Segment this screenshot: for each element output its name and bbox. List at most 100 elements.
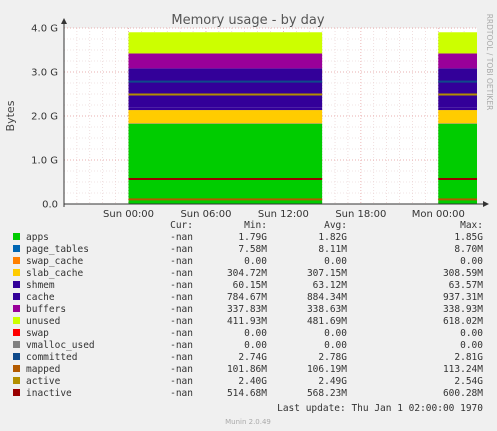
legend-label-active: active: [26, 376, 61, 387]
legend-label-swap_cache: swap_cache: [26, 256, 83, 267]
legend-swatch-page_tables: [13, 245, 20, 252]
legend-value-avg: 0.00: [324, 328, 347, 339]
legend-value-min: 0.00: [244, 328, 267, 339]
legend-value-max: 0.00: [460, 256, 483, 267]
area-slab_cache: [128, 110, 323, 124]
x-tick-label: Mon 00:00: [412, 209, 465, 220]
legend-value-max: 2.54G: [454, 376, 483, 387]
legend-value-avg: 8.11M: [318, 244, 347, 255]
area-unused: [128, 32, 323, 54]
y-tick-label: 1.0 G: [31, 156, 58, 167]
legend-swatch-cache: [13, 293, 20, 300]
legend-value-avg: 63.12M: [313, 280, 348, 291]
legend-label-slab_cache: slab_cache: [26, 268, 83, 279]
legend-value-min: 514.68M: [227, 388, 267, 399]
legend-label-shmem: shmem: [26, 280, 55, 291]
legend-label-buffers: buffers: [26, 304, 66, 315]
legend-value-min: 101.86M: [227, 364, 267, 375]
legend-value-min: 304.72M: [227, 268, 267, 279]
legend-value-cur: -nan: [170, 340, 193, 351]
legend-value-avg: 2.78G: [318, 352, 347, 363]
last-update: Last update: Thu Jan 1 02:00:00 1970: [277, 403, 483, 414]
y-tick-label: 3.0 G: [31, 68, 58, 79]
x-tick-label: Sun 12:00: [258, 209, 309, 220]
legend-value-min: 337.83M: [227, 304, 267, 315]
x-tick-label: Sun 06:00: [180, 209, 231, 220]
x-tick-label: Sun 00:00: [103, 209, 154, 220]
series-layer: [128, 32, 477, 204]
legend-value-max: 338.93M: [443, 304, 483, 315]
legend: Cur: Min: Avg: Max: apps -nan 1.79G 1.82G 1.85G p…: [13, 220, 483, 399]
legend-label-apps: apps: [26, 232, 49, 243]
area-apps: [438, 123, 477, 204]
legend-swatch-inactive: [13, 389, 20, 396]
legend-value-max: 1.85G: [454, 232, 483, 243]
legend-value-max: 618.02M: [443, 316, 483, 327]
legend-value-min: 7.58M: [238, 244, 267, 255]
legend-value-min: 411.93M: [227, 316, 267, 327]
x-tick-label: Sun 18:00: [335, 209, 386, 220]
legend-value-max: 113.24M: [443, 364, 483, 375]
legend-swatch-slab_cache: [13, 269, 20, 276]
legend-value-cur: -nan: [170, 328, 193, 339]
legend-label-inactive: inactive: [26, 388, 72, 399]
legend-value-cur: -nan: [170, 352, 193, 363]
legend-label-committed: committed: [26, 352, 77, 363]
legend-value-avg: 307.15M: [307, 268, 347, 279]
legend-value-avg: 481.69M: [307, 316, 347, 327]
legend-value-cur: -nan: [170, 256, 193, 267]
legend-label-swap: swap: [26, 328, 49, 339]
legend-value-avg: 0.00: [324, 340, 347, 351]
y-axis-label: Bytes: [4, 100, 17, 131]
legend-value-max: 308.59M: [443, 268, 483, 279]
legend-swatch-active: [13, 377, 20, 384]
legend-swatch-vmalloc_used: [13, 341, 20, 348]
legend-swatch-buffers: [13, 305, 20, 312]
legend-value-max: 937.31M: [443, 292, 483, 303]
legend-swatch-unused: [13, 317, 20, 324]
legend-value-avg: 1.82G: [318, 232, 347, 243]
legend-value-max: 63.57M: [449, 280, 484, 291]
area-slab_cache: [438, 110, 477, 124]
legend-label-mapped: mapped: [26, 364, 60, 375]
legend-value-avg: 106.19M: [307, 364, 347, 375]
legend-value-cur: -nan: [170, 316, 193, 327]
legend-label-page_tables: page_tables: [26, 244, 89, 255]
area-cache: [438, 68, 477, 108]
legend-value-cur: -nan: [170, 244, 193, 255]
legend-label-vmalloc_used: vmalloc_used: [26, 340, 95, 351]
legend-value-cur: -nan: [170, 364, 193, 375]
legend-label-unused: unused: [26, 316, 60, 327]
legend-value-cur: -nan: [170, 280, 193, 291]
legend-value-avg: 884.34M: [307, 292, 347, 303]
legend-value-avg: 0.00: [324, 256, 347, 267]
legend-swatch-swap: [13, 329, 20, 336]
legend-label-cache: cache: [26, 292, 55, 303]
area-apps: [128, 123, 323, 204]
legend-value-max: 8.70M: [454, 244, 483, 255]
legend-value-min: 1.79G: [238, 232, 267, 243]
legend-column-header: Avg:: [324, 220, 347, 231]
legend-value-min: 0.00: [244, 340, 267, 351]
legend-value-max: 0.00: [460, 328, 483, 339]
legend-value-min: 784.67M: [227, 292, 267, 303]
legend-value-min: 60.15M: [233, 280, 268, 291]
legend-column-header: Min:: [244, 220, 267, 231]
y-axis-arrow: [61, 18, 67, 24]
legend-value-max: 600.28M: [443, 388, 483, 399]
y-tick-label: 0.0: [42, 200, 58, 211]
legend-swatch-committed: [13, 353, 20, 360]
legend-swatch-apps: [13, 233, 20, 240]
legend-column-header: Max:: [460, 220, 483, 231]
legend-swatch-mapped: [13, 365, 20, 372]
legend-value-cur: -nan: [170, 232, 193, 243]
legend-column-header: Cur:: [170, 220, 193, 231]
legend-value-cur: -nan: [170, 388, 193, 399]
legend-value-cur: -nan: [170, 292, 193, 303]
axes: 0.0 1.0 G 2.0 G 3.0 G 4.0 G Sun 00:00 Sun 06:0…: [31, 18, 489, 220]
chart-title: Memory usage - by day: [171, 13, 324, 28]
legend-value-avg: 338.63M: [307, 304, 347, 315]
legend-value-cur: -nan: [170, 268, 193, 279]
legend-value-max: 2.81G: [454, 352, 483, 363]
